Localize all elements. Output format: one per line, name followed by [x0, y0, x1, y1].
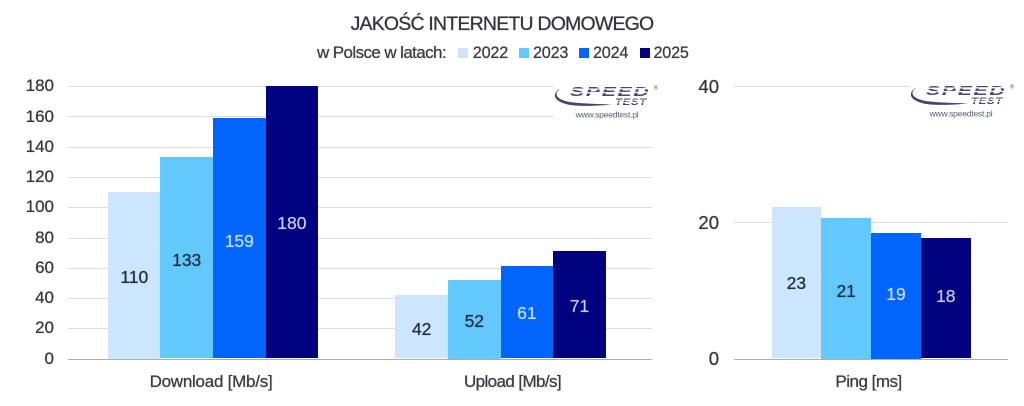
svg-text:®: ® — [654, 84, 658, 91]
svg-text:www.speedtest.pl: www.speedtest.pl — [575, 109, 639, 119]
svg-text:®: ® — [1010, 83, 1014, 90]
svg-text:www.speedtest.pl: www.speedtest.pl — [929, 108, 993, 118]
svg-text:SPEED: SPEED — [926, 83, 1006, 98]
svg-text:SPEED: SPEED — [570, 84, 650, 99]
